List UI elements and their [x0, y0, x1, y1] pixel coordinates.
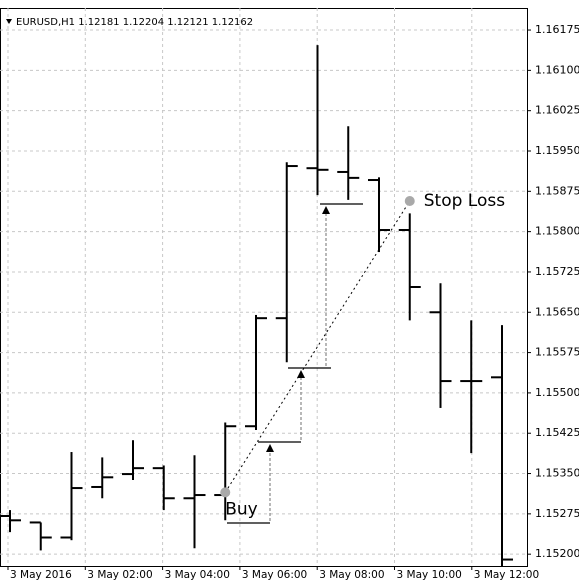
y-tick-label: 1.15725: [535, 265, 579, 278]
y-tick-label: 1.16175: [535, 23, 579, 36]
x-tick-label: 3 May 02:00: [87, 569, 152, 581]
annotation-point: [220, 487, 231, 498]
annotations: Buy Stop Loss: [220, 191, 505, 519]
y-tick-label: 1.16100: [535, 63, 579, 76]
y-tick-label: 1.15800: [535, 225, 579, 238]
grid: [0, 8, 527, 566]
y-tick-label: 1.15200: [535, 547, 579, 560]
y-tick-label: 1.15650: [535, 305, 579, 318]
x-tick-label: 3 May 08:00: [319, 569, 384, 581]
x-tick-label: 3 May 06:00: [242, 569, 307, 581]
y-tick-label: 1.15275: [535, 507, 579, 520]
y-tick-label: 1.15575: [535, 346, 579, 359]
y-tick-label: 1.15425: [535, 426, 579, 439]
annotation-label: Stop Loss: [424, 191, 505, 211]
y-tick-label: 1.15875: [535, 184, 579, 197]
y-tick-label: 1.15350: [535, 467, 579, 480]
chart-title: EURUSD,H1 1.12181 1.12204 1.12121 1.1216…: [16, 17, 253, 28]
annotation-label: Buy: [225, 499, 258, 519]
x-tick-label: 3 May 2016: [10, 569, 72, 581]
y-tick-label: 1.15500: [535, 386, 579, 399]
dropdown-icon: [6, 19, 12, 24]
bars: [0, 45, 513, 566]
x-tick-label: 3 May 04:00: [165, 569, 230, 581]
y-tick-label: 1.16025: [535, 104, 579, 117]
trail-graphic: [227, 203, 363, 524]
x-tick-label: 3 May 10:00: [397, 569, 462, 581]
y-tick-label: 1.15950: [535, 144, 579, 157]
x-tick-label: 3 May 12:00: [474, 569, 539, 581]
plot-frame: [0, 8, 528, 567]
annotation-point: [404, 195, 415, 206]
